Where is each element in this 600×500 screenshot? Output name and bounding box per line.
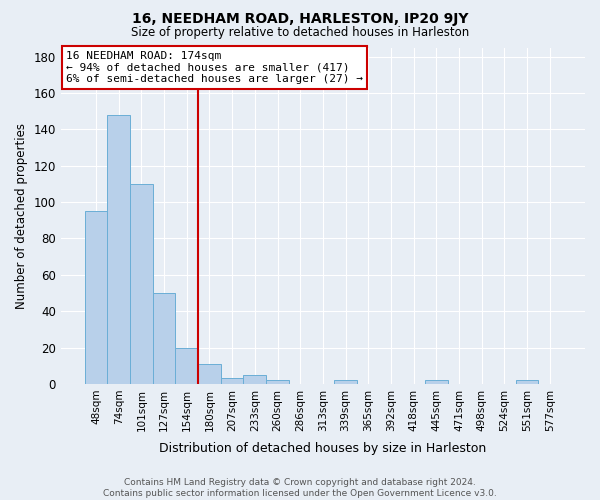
Text: 16 NEEDHAM ROAD: 174sqm
← 94% of detached houses are smaller (417)
6% of semi-de: 16 NEEDHAM ROAD: 174sqm ← 94% of detache… (66, 51, 363, 84)
Bar (107, 115, 130, 384)
X-axis label: Distribution of detached houses by size in Harleston: Distribution of detached houses by size … (159, 442, 487, 455)
Bar (266, 380, 289, 384)
Bar (425, 380, 448, 384)
Bar (130, 184, 152, 384)
Y-axis label: Number of detached properties: Number of detached properties (15, 122, 28, 308)
Text: Contains HM Land Registry data © Crown copyright and database right 2024.
Contai: Contains HM Land Registry data © Crown c… (103, 478, 497, 498)
Bar (175, 348, 198, 384)
Text: 16, NEEDHAM ROAD, HARLESTON, IP20 9JY: 16, NEEDHAM ROAD, HARLESTON, IP20 9JY (132, 12, 468, 26)
Bar (516, 380, 538, 384)
Bar (85, 211, 107, 384)
Bar (198, 364, 221, 384)
Text: Size of property relative to detached houses in Harleston: Size of property relative to detached ho… (131, 26, 469, 39)
Bar (334, 380, 357, 384)
Bar (152, 293, 175, 384)
Bar (221, 378, 244, 384)
Bar (244, 375, 266, 384)
